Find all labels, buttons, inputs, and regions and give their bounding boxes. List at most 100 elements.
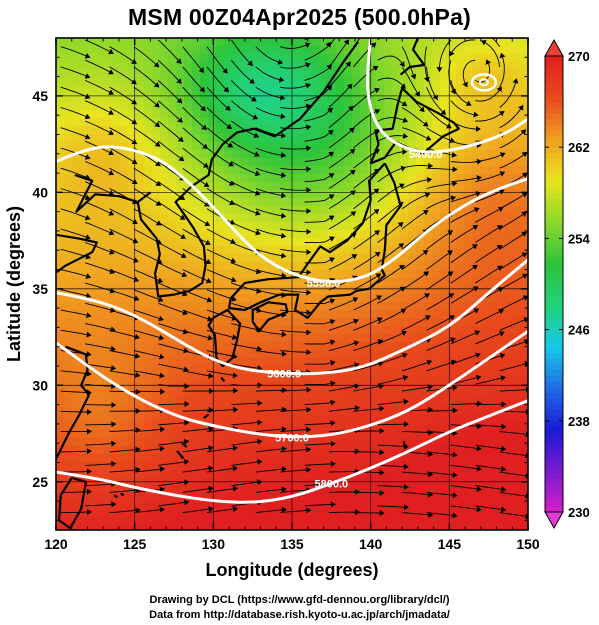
streamline-98	[133, 407, 166, 414]
contour-label-5700.0: 5700.0	[275, 432, 309, 444]
streamline-151	[499, 361, 528, 372]
streamline-64	[231, 438, 263, 446]
streamline-155	[133, 350, 165, 360]
streamline-31	[353, 489, 385, 496]
streamline-218	[280, 289, 312, 296]
streamline-68	[328, 448, 361, 455]
streamline-9	[280, 507, 312, 514]
streamline-111	[450, 400, 483, 407]
streamline-143	[304, 360, 336, 366]
streamline-299	[401, 192, 431, 210]
streamline-246	[499, 252, 528, 270]
streamline-324	[84, 161, 115, 176]
streamline-316	[353, 168, 380, 189]
colorbar: 230 238 246 254 262 270	[544, 38, 590, 530]
streamline-280	[401, 210, 429, 230]
streamline-400	[84, 79, 114, 95]
streamline-284	[499, 211, 528, 230]
streamline-27	[255, 486, 287, 493]
streamline-49	[328, 468, 361, 475]
streamline-330	[231, 161, 261, 177]
streamline-435	[462, 59, 476, 88]
streamline-181	[304, 319, 336, 325]
streamline-48	[304, 460, 336, 467]
streamline-441	[157, 39, 182, 64]
streamline-328	[182, 167, 210, 187]
streamline-221	[353, 273, 382, 291]
y-axis: 25 30 35 40 45	[32, 56, 528, 521]
streamline-17	[475, 505, 507, 513]
streamline-272	[206, 228, 236, 245]
streamline-436	[480, 40, 501, 67]
streamline-264	[475, 225, 503, 243]
streamline-69	[353, 449, 385, 456]
streamline-225	[450, 264, 478, 284]
streamline-404	[182, 86, 206, 112]
streamline-179	[255, 329, 287, 338]
streamline-188	[475, 308, 505, 325]
streamline-262	[426, 230, 454, 250]
contour-label-5550.0: 5550.0	[307, 278, 341, 290]
streamline-253	[206, 248, 237, 264]
streamline-278	[353, 208, 380, 230]
streamline-211	[109, 289, 140, 302]
streamline-292	[231, 201, 261, 216]
streamline-402	[133, 86, 160, 108]
streamline-44	[206, 465, 238, 473]
streamline-10	[304, 501, 336, 508]
streamline-374	[377, 117, 409, 123]
streamline-5	[182, 506, 214, 514]
streamline-168	[450, 330, 481, 345]
streamline-84	[255, 426, 287, 433]
contour-label-5400.0: 5400.0	[409, 149, 443, 161]
streamline-239	[328, 254, 358, 270]
streamline-127	[377, 375, 409, 385]
streamline-379	[499, 104, 524, 129]
streamline-105	[304, 399, 336, 406]
streamline-54	[450, 464, 482, 472]
streamline-171	[60, 329, 92, 338]
streamline-66	[280, 446, 312, 453]
streamline-148	[426, 359, 457, 372]
streamline-290	[182, 208, 211, 226]
streamline-259	[353, 230, 380, 250]
streamline-266	[60, 228, 91, 240]
streamline-3	[133, 506, 165, 514]
streamline-117	[133, 388, 166, 395]
streamline-110	[426, 407, 458, 414]
coastline-6	[399, 38, 426, 76]
streamline-61	[158, 438, 190, 446]
streamline-386	[206, 107, 232, 130]
streamline-407	[255, 86, 286, 101]
streamline-411	[353, 65, 379, 88]
streamline-367	[206, 127, 234, 148]
streamline-36	[475, 485, 507, 493]
streamline-164	[353, 338, 384, 352]
streamline-230	[109, 269, 140, 282]
colorbar-min-triangle	[544, 511, 564, 530]
x-tick-label-150: 150	[516, 536, 540, 552]
streamline-318	[401, 176, 433, 189]
low-center-contour	[470, 73, 498, 92]
streamline-268	[109, 228, 139, 244]
streamline-80	[158, 419, 190, 426]
streamline-227	[499, 273, 528, 291]
streamline-63	[206, 445, 238, 453]
streamline-209	[60, 289, 92, 299]
streamline-364	[133, 127, 161, 147]
streamline-257	[304, 236, 335, 244]
streamline-18	[499, 512, 528, 520]
streamline-388	[255, 107, 286, 120]
streamline-430	[353, 42, 377, 68]
height-contours: 5400.0 5550.0 5600.0 5700.0 5800.0	[56, 38, 528, 504]
streamline-163	[328, 340, 360, 352]
streamline-331	[255, 167, 287, 179]
streamline-362	[84, 120, 114, 136]
streamline-248	[84, 242, 115, 255]
streamline-445	[255, 46, 284, 65]
streamline-137	[158, 363, 189, 373]
coastline-11	[203, 413, 210, 419]
streamline-216	[231, 282, 262, 294]
streamline-426	[255, 66, 285, 83]
streamline-205	[426, 293, 455, 311]
